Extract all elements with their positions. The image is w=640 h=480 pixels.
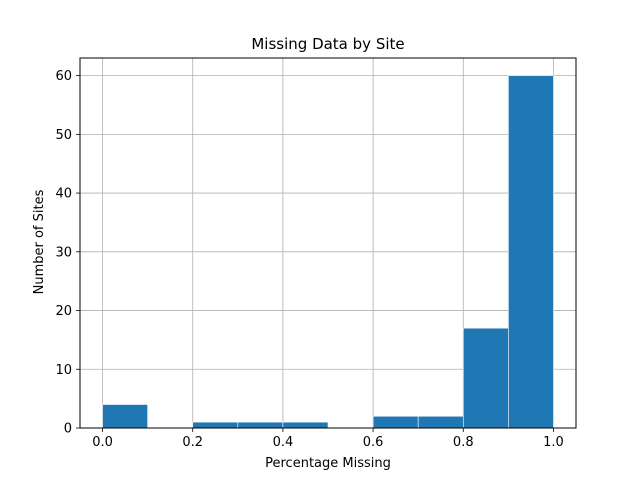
bar-0	[102, 404, 148, 429]
bar-2	[192, 421, 239, 429]
chart-title: Missing Data by Site	[251, 35, 404, 53]
bar-3	[237, 421, 284, 429]
bars	[102, 75, 554, 429]
bar-4	[282, 421, 329, 429]
y-tick-label-1: 10	[55, 363, 72, 378]
bar-7	[417, 415, 464, 429]
x-tick-label-4: 0.8	[453, 435, 474, 450]
y-tick-label-0: 0	[64, 422, 72, 437]
bar-6	[372, 415, 419, 429]
x-tick-label-0: 0.0	[92, 435, 113, 450]
bar-8	[462, 327, 509, 429]
y-tick-label-5: 50	[55, 128, 72, 143]
x-axis-ticks: 0.0 0.2 0.4 0.6 0.8 1.0	[92, 428, 564, 450]
y-tick-label-2: 20	[55, 304, 72, 319]
x-axis-label: Percentage Missing	[265, 456, 391, 471]
x-tick-label-1: 0.2	[182, 435, 203, 450]
y-axis-label: Number of Sites	[32, 189, 47, 294]
x-tick-label-3: 0.6	[363, 435, 384, 450]
x-tick-label-5: 1.0	[543, 435, 564, 450]
y-tick-label-6: 60	[55, 69, 72, 84]
plot-frame	[79, 57, 577, 429]
y-tick-label-4: 40	[55, 187, 72, 202]
bar-9	[508, 75, 554, 429]
x-tick-label-2: 0.4	[273, 435, 294, 450]
y-tick-label-3: 30	[55, 245, 72, 260]
y-axis-ticks: 0 10 20 30 40 50 60	[55, 69, 80, 437]
